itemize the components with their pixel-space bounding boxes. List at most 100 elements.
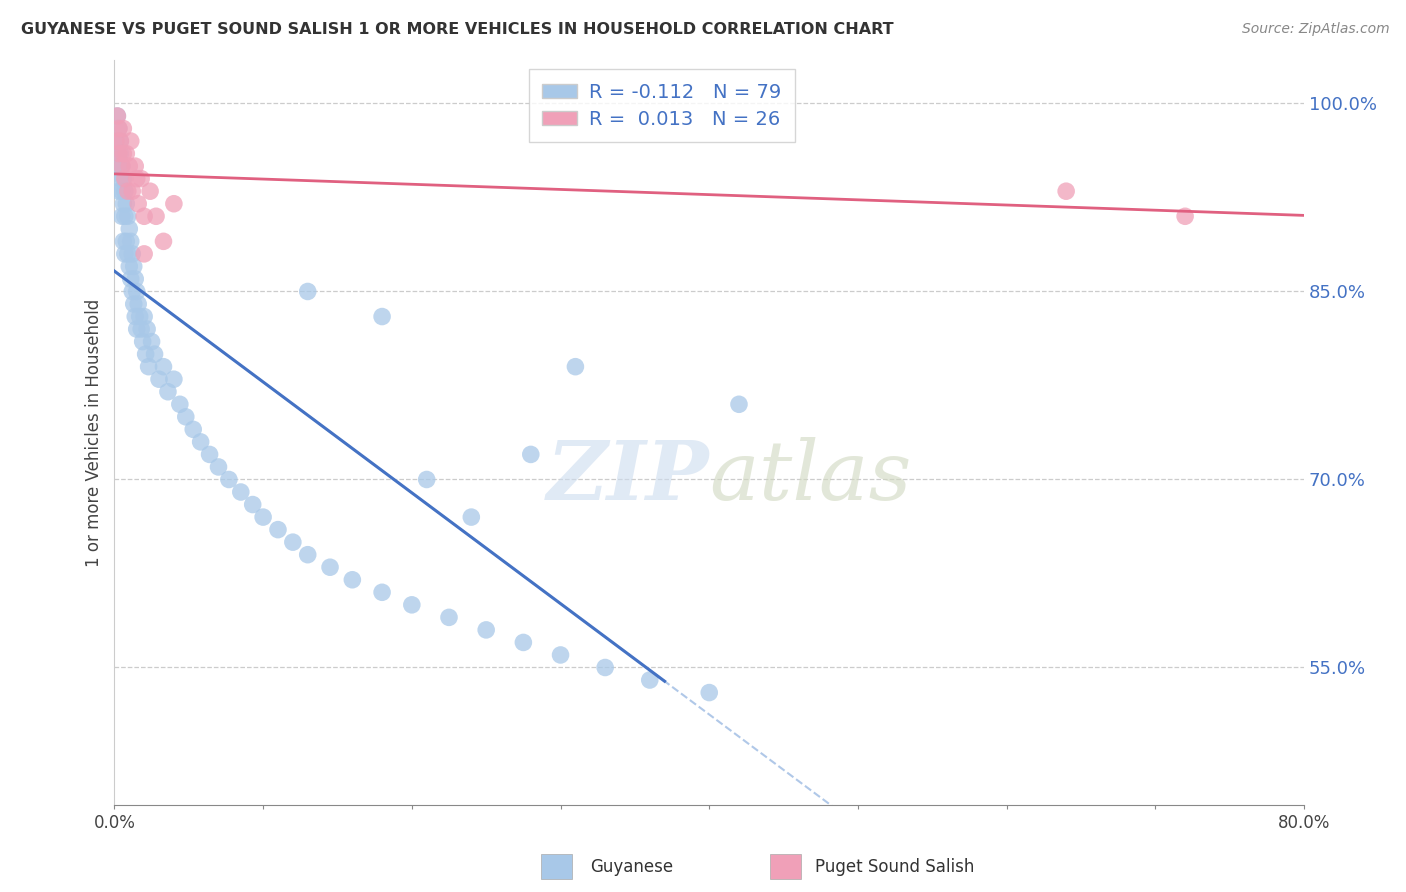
Point: [115, 146, 138, 161]
Text: GUYANESE VS PUGET SOUND SALISH 1 OR MORE VEHICLES IN HOUSEHOLD CORRELATION CHART: GUYANESE VS PUGET SOUND SALISH 1 OR MORE…: [21, 22, 894, 37]
Point: [108, 121, 131, 136]
Point: [141, 334, 163, 349]
Point: [475, 623, 498, 637]
Point: [437, 610, 460, 624]
Point: [1054, 184, 1077, 198]
Point: [127, 196, 149, 211]
Point: [112, 146, 135, 161]
Point: [114, 171, 136, 186]
Point: [125, 285, 148, 299]
Point: [111, 184, 134, 198]
Point: [117, 209, 139, 223]
Point: [143, 347, 166, 361]
Point: [121, 285, 143, 299]
Point: [401, 598, 423, 612]
Point: [108, 184, 131, 198]
Point: [512, 635, 534, 649]
Point: [145, 209, 167, 223]
Point: [152, 359, 174, 374]
Point: [124, 159, 146, 173]
Point: [267, 523, 290, 537]
Point: [111, 159, 134, 173]
Point: [564, 359, 586, 374]
Point: [110, 134, 132, 148]
Point: [124, 310, 146, 324]
Point: [108, 159, 131, 173]
Text: Guyanese: Guyanese: [591, 858, 673, 876]
Point: [118, 159, 141, 173]
Point: [112, 121, 135, 136]
Point: [104, 134, 127, 148]
Point: [134, 247, 156, 261]
Point: [114, 184, 136, 198]
Point: [115, 196, 138, 211]
Point: [117, 247, 139, 261]
Point: [169, 397, 191, 411]
Point: [110, 146, 132, 161]
Point: [550, 648, 572, 662]
Point: [342, 573, 364, 587]
Point: [156, 384, 179, 399]
Point: [181, 422, 204, 436]
Point: [118, 260, 141, 274]
Y-axis label: 1 or more Vehicles in Household: 1 or more Vehicles in Household: [86, 298, 103, 566]
Point: [129, 171, 152, 186]
Point: [125, 171, 148, 186]
Point: [114, 209, 136, 223]
Point: [415, 473, 437, 487]
Point: [174, 409, 197, 424]
Point: [108, 146, 131, 161]
Point: [105, 109, 128, 123]
Point: [114, 247, 136, 261]
Point: [229, 485, 252, 500]
Point: [131, 334, 153, 349]
Point: [163, 196, 186, 211]
Point: [134, 209, 156, 223]
Point: [128, 310, 150, 324]
Point: [242, 498, 264, 512]
Legend: R = -0.112   N = 79, R =  0.013   N = 26: R = -0.112 N = 79, R = 0.013 N = 26: [529, 70, 794, 143]
Point: [190, 434, 212, 449]
Text: Puget Sound Salish: Puget Sound Salish: [815, 858, 974, 876]
Point: [135, 347, 157, 361]
Point: [520, 447, 543, 461]
Point: [121, 247, 143, 261]
Point: [460, 510, 482, 524]
Point: [207, 459, 229, 474]
Point: [122, 260, 145, 274]
Point: [110, 171, 132, 186]
Point: [110, 134, 132, 148]
Point: [152, 235, 174, 249]
Point: [104, 134, 127, 148]
Point: [115, 235, 138, 249]
Text: Source: ZipAtlas.com: Source: ZipAtlas.com: [1241, 22, 1389, 37]
Point: [112, 171, 135, 186]
Point: [117, 184, 139, 198]
Point: [134, 310, 156, 324]
Point: [105, 146, 128, 161]
Point: [371, 310, 394, 324]
Point: [319, 560, 342, 574]
Point: [252, 510, 274, 524]
Point: [120, 272, 142, 286]
Point: [138, 359, 160, 374]
Point: [218, 473, 240, 487]
Point: [638, 673, 661, 687]
Point: [728, 397, 751, 411]
Point: [297, 285, 319, 299]
Point: [281, 535, 304, 549]
Point: [697, 685, 720, 699]
Point: [163, 372, 186, 386]
Point: [118, 222, 141, 236]
Point: [124, 272, 146, 286]
Point: [148, 372, 170, 386]
Text: atlas: atlas: [709, 437, 911, 517]
Point: [112, 196, 135, 211]
Point: [297, 548, 319, 562]
Point: [105, 109, 128, 123]
Point: [122, 297, 145, 311]
Point: [371, 585, 394, 599]
Point: [136, 322, 159, 336]
Point: [120, 134, 142, 148]
Point: [139, 184, 162, 198]
